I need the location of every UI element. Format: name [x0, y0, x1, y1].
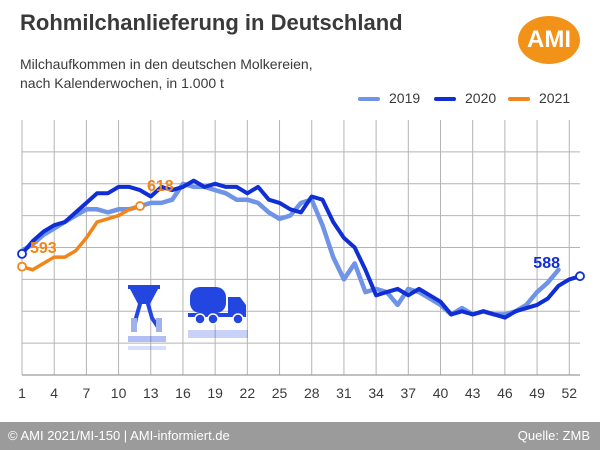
footer-source: Quelle: ZMB — [517, 428, 590, 443]
milking-machine-icon — [128, 285, 166, 350]
chart-title: Rohmilchanlieferung in Deutschland — [20, 10, 403, 35]
x-tick-label: 34 — [368, 385, 384, 401]
legend-item-2020: 2020 — [434, 90, 496, 106]
legend-label-2021: 2021 — [539, 90, 571, 106]
subtitle-line-1: Milchaufkommen in den deutschen Molkerei… — [20, 56, 313, 72]
x-tick-label: 4 — [50, 385, 58, 401]
data-label: 593 — [30, 240, 57, 257]
data-label: 588 — [533, 255, 560, 272]
x-tick-label: 22 — [240, 385, 256, 401]
series-point-2020 — [575, 271, 585, 282]
x-tick-label: 49 — [529, 385, 545, 401]
x-tick-label: 37 — [401, 385, 417, 401]
legend-swatch-2019 — [358, 97, 380, 102]
chart-series — [17, 178, 585, 320]
series-point-2021 — [17, 261, 27, 272]
legend-label-2020: 2020 — [465, 90, 497, 106]
data-label: 618 — [147, 178, 174, 195]
x-tick-label: 19 — [207, 385, 223, 401]
legend-swatch-2020 — [434, 97, 456, 102]
series-line-2019 — [19, 181, 561, 317]
legend-label-2019: 2019 — [389, 90, 421, 106]
series-point-2020 — [17, 248, 27, 259]
x-axis-ticks: 1 4 7 10 13 16 19 22 25 28 31 34 37 40 43 46 49 52 — [18, 385, 577, 401]
x-tick-label: 10 — [111, 385, 127, 401]
series-line-2020 — [20, 178, 582, 320]
x-tick-label: 28 — [304, 385, 320, 401]
series-line-2021 — [20, 204, 142, 272]
chart-subtitle: Milchaufkommen in den deutschen Molkerei… — [20, 55, 350, 93]
data-labels: 593 618 588 — [30, 178, 560, 272]
x-tick-label: 13 — [143, 385, 159, 401]
footer-bar: © AMI 2021/MI-150 | AMI-informiert.de Qu… — [0, 422, 600, 450]
chart-grid — [21, 120, 580, 376]
legend-item-2019: 2019 — [358, 90, 420, 106]
x-tick-label: 16 — [175, 385, 191, 401]
line-chart: 1 4 7 10 13 16 19 22 25 28 31 34 37 40 43 46 49 52 593 618… — [17, 120, 585, 401]
x-tick-label: 46 — [497, 385, 513, 401]
x-tick-label: 31 — [336, 385, 352, 401]
legend-swatch-2021 — [508, 97, 530, 102]
x-tick-label: 52 — [561, 385, 577, 401]
legend-item-2021: 2021 — [508, 90, 570, 106]
x-tick-label: 7 — [82, 385, 90, 401]
tank-truck-icon — [188, 287, 248, 338]
footer-copyright: © AMI 2021/MI-150 | AMI-informiert.de — [8, 428, 230, 443]
ami-logo: AMI — [518, 16, 580, 64]
x-tick-label: 40 — [433, 385, 449, 401]
x-tick-label: 43 — [465, 385, 481, 401]
x-tick-label: 1 — [18, 385, 26, 401]
x-tick-label: 25 — [272, 385, 288, 401]
series-point-2021 — [135, 201, 145, 211]
illustrations — [128, 285, 248, 350]
subtitle-line-2: nach Kalenderwochen, in 1.000 t — [20, 75, 224, 91]
